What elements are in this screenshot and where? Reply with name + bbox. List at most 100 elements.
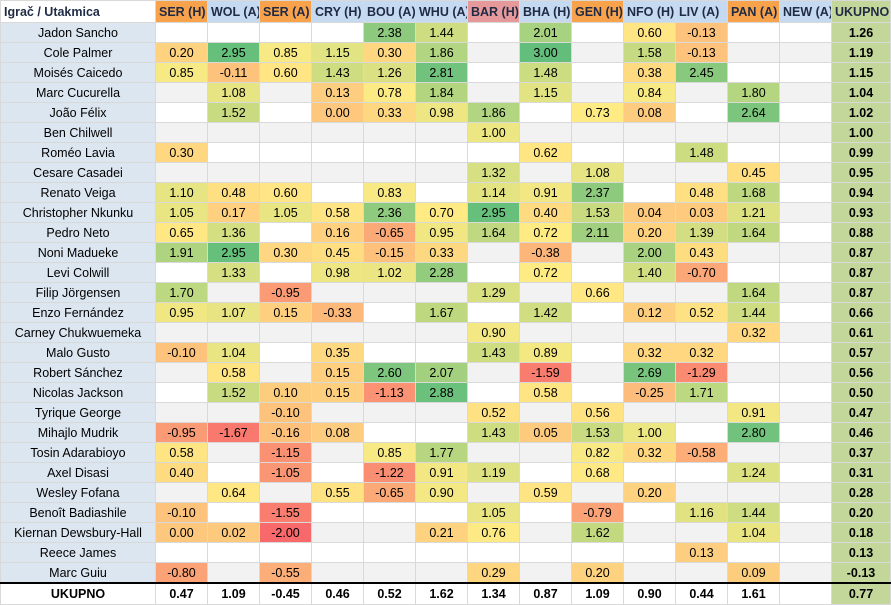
value-cell: 1.62 — [571, 522, 624, 543]
value-cell: 0.89 — [519, 342, 572, 363]
value-cell — [571, 322, 624, 343]
player-row: Christopher Nkunku 1.05 0.17 1.05 0.58 2.36 0.… — [0, 202, 891, 223]
value-cell: 0.66 — [571, 282, 624, 303]
value-cell: -0.13 — [675, 22, 728, 43]
value-cell: 0.76 — [467, 522, 520, 543]
value-cell — [259, 342, 312, 363]
player-name: Christopher Nkunku — [0, 202, 156, 223]
value-cell — [259, 262, 312, 283]
value-cell: -0.10 — [155, 502, 208, 523]
value-cell: 1.43 — [467, 342, 520, 363]
player-name: Axel Disasi — [0, 462, 156, 483]
value-cell — [571, 542, 624, 563]
value-cell — [519, 282, 572, 303]
player-row: Noni Madueke 1.91 2.95 0.30 0.45 -0.15 0.33 -0.… — [0, 242, 891, 263]
total-cell: 0.28 — [831, 482, 891, 503]
value-cell: 1.34 — [467, 582, 520, 605]
value-cell: 0.95 — [415, 222, 468, 243]
value-cell: 0.85 — [363, 442, 416, 463]
value-cell: 0.52 — [363, 582, 416, 605]
value-cell — [311, 462, 364, 483]
value-cell: 1.00 — [623, 422, 676, 443]
column-header: PAN (A) — [727, 0, 780, 23]
value-cell — [415, 342, 468, 363]
total-cell: 0.31 — [831, 462, 891, 483]
value-cell: 2.95 — [207, 242, 260, 263]
value-cell — [207, 462, 260, 483]
value-cell: -0.65 — [363, 482, 416, 503]
value-cell: -1.22 — [363, 462, 416, 483]
total-cell: 0.77 — [831, 582, 891, 605]
value-cell: -0.95 — [259, 282, 312, 303]
value-cell — [259, 222, 312, 243]
value-cell: -1.59 — [519, 362, 572, 383]
value-cell: -0.13 — [675, 42, 728, 63]
value-cell: 1.05 — [155, 202, 208, 223]
value-cell: 0.40 — [519, 202, 572, 223]
value-cell — [363, 402, 416, 423]
player-row: Roméo Lavia 0.30 0.62 1.48 0.99 — [0, 142, 891, 163]
player-row: Ben Chilwell 1.00 1.00 — [0, 122, 891, 143]
value-cell — [363, 542, 416, 563]
player-name: Renato Veiga — [0, 182, 156, 203]
value-cell — [779, 422, 832, 443]
value-cell: 0.20 — [623, 482, 676, 503]
value-cell: 1.91 — [155, 242, 208, 263]
value-cell: 1.58 — [623, 42, 676, 63]
value-cell: 1.71 — [675, 382, 728, 403]
value-cell: 0.58 — [207, 362, 260, 383]
player-row: Tyrique George -0.10 0.52 0.56 0.91 0.47 — [0, 402, 891, 423]
value-cell — [779, 142, 832, 163]
player-row: Jadon Sancho 2.38 1.44 2.01 0.60 -0.13 1.26 — [0, 22, 891, 43]
player-row: Wesley Fofana 0.64 0.55 -0.65 0.90 0.59 0.20 0.… — [0, 482, 891, 503]
value-cell — [727, 122, 780, 143]
column-header: SER (H) — [155, 0, 208, 23]
total-cell: 1.15 — [831, 62, 891, 83]
value-cell — [779, 262, 832, 283]
value-cell: 0.91 — [727, 402, 780, 423]
value-cell: 1.32 — [467, 162, 520, 183]
value-cell — [779, 42, 832, 63]
value-cell — [571, 482, 624, 503]
value-cell: 0.98 — [311, 262, 364, 283]
value-cell: 0.45 — [727, 162, 780, 183]
value-cell — [623, 142, 676, 163]
player-row: Axel Disasi 0.40 -1.05 -1.22 0.91 1.19 0.68 1.2… — [0, 462, 891, 483]
value-cell: -0.79 — [571, 502, 624, 523]
value-cell: 1.70 — [155, 282, 208, 303]
value-cell — [519, 522, 572, 543]
value-cell: 1.19 — [467, 462, 520, 483]
value-cell: 0.52 — [675, 302, 728, 323]
value-cell: 1.86 — [415, 42, 468, 63]
value-cell — [467, 42, 520, 63]
value-cell — [519, 442, 572, 463]
value-cell — [259, 82, 312, 103]
value-cell: 0.87 — [519, 582, 572, 605]
value-cell — [519, 102, 572, 123]
player-row: Nicolas Jackson 1.52 0.10 0.15 -1.13 2.88 0.58… — [0, 382, 891, 403]
value-cell: 1.14 — [467, 182, 520, 203]
value-cell: 1.43 — [467, 422, 520, 443]
value-cell — [779, 582, 832, 605]
value-cell: 0.52 — [467, 402, 520, 423]
value-cell: 0.16 — [311, 222, 364, 243]
value-cell — [415, 402, 468, 423]
value-cell: 2.60 — [363, 362, 416, 383]
player-row: Cole Palmer 0.20 2.95 0.85 1.15 0.30 1.86 3.00 1… — [0, 42, 891, 63]
value-cell: 2.01 — [519, 22, 572, 43]
value-cell: 2.88 — [415, 382, 468, 403]
value-cell — [727, 342, 780, 363]
value-cell — [571, 62, 624, 83]
value-cell: 0.68 — [571, 462, 624, 483]
value-cell: 0.72 — [519, 262, 572, 283]
value-cell: 1.62 — [415, 582, 468, 605]
player-row: João Félix 1.52 0.00 0.33 0.98 1.86 0.73 0.08 2.… — [0, 102, 891, 123]
value-cell: -1.13 — [363, 382, 416, 403]
value-cell: -0.38 — [519, 242, 572, 263]
value-cell — [155, 102, 208, 123]
value-cell: 0.58 — [519, 382, 572, 403]
value-cell — [311, 442, 364, 463]
player-row: Malo Gusto -0.10 1.04 0.35 1.43 0.89 0.32 0.32 0… — [0, 342, 891, 363]
total-cell: 0.87 — [831, 242, 891, 263]
value-cell: -1.05 — [259, 462, 312, 483]
